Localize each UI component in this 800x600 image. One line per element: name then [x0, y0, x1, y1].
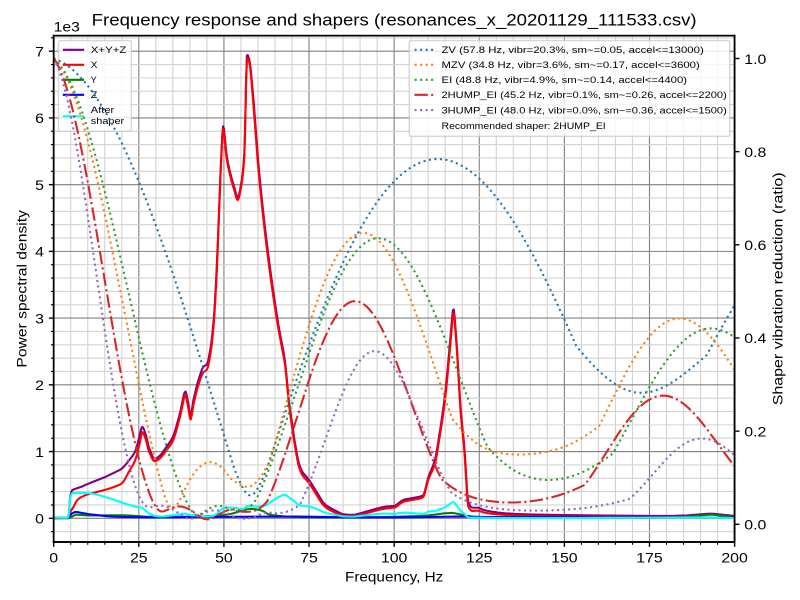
svg-text:150: 150: [551, 549, 578, 565]
svg-text:X: X: [91, 60, 98, 71]
svg-text:175: 175: [636, 549, 663, 565]
svg-text:0.6: 0.6: [744, 237, 766, 253]
svg-text:50: 50: [215, 549, 233, 565]
svg-text:X+Y+Z: X+Y+Z: [91, 45, 127, 56]
svg-text:shaper: shaper: [91, 116, 125, 127]
svg-text:3: 3: [35, 310, 44, 326]
svg-text:Y: Y: [91, 75, 97, 86]
svg-text:6: 6: [35, 110, 44, 126]
svg-text:200: 200: [721, 549, 748, 565]
svg-text:0.2: 0.2: [744, 423, 766, 439]
svg-text:ZV (57.8 Hz, vibr=20.3%, sm~=0: ZV (57.8 Hz, vibr=20.3%, sm~=0.05, accel…: [442, 45, 704, 56]
svg-text:2HUMP_EI (45.2 Hz, vibr=0.1%,: 2HUMP_EI (45.2 Hz, vibr=0.1%, sm~=0.26, …: [442, 90, 727, 101]
svg-text:MZV (34.8 Hz, vibr=3.6%, sm~=0: MZV (34.8 Hz, vibr=3.6%, sm~=0.17, accel…: [442, 60, 700, 71]
svg-text:EI (48.8 Hz, vibr=4.9%, sm~=0.: EI (48.8 Hz, vibr=4.9%, sm~=0.14, accel<…: [442, 75, 688, 86]
svg-text:7: 7: [35, 43, 44, 59]
svg-text:125: 125: [466, 549, 493, 565]
svg-text:75: 75: [300, 549, 318, 565]
svg-text:3HUMP_EI (48.0 Hz, vibr=0.0%,: 3HUMP_EI (48.0 Hz, vibr=0.0%, sm~=0.36, …: [442, 105, 727, 116]
svg-text:2: 2: [35, 377, 44, 393]
svg-text:100: 100: [381, 549, 408, 565]
svg-text:1e3: 1e3: [54, 19, 81, 35]
svg-text:Shaper vibration reduction (ra: Shaper vibration reduction (ratio): [770, 172, 786, 405]
svg-text:25: 25: [130, 549, 148, 565]
svg-text:0: 0: [49, 549, 58, 565]
svg-text:1: 1: [35, 444, 44, 460]
svg-text:Frequency response and shapers: Frequency response and shapers (resonanc…: [92, 11, 697, 30]
svg-text:0.4: 0.4: [744, 330, 766, 346]
svg-text:1.0: 1.0: [744, 51, 766, 67]
svg-text:After: After: [91, 105, 115, 116]
svg-text:5: 5: [35, 177, 44, 193]
svg-text:0.0: 0.0: [744, 517, 766, 533]
svg-text:0.8: 0.8: [744, 144, 766, 160]
svg-text:Recommended shaper: 2HUMP_EI: Recommended shaper: 2HUMP_EI: [442, 121, 606, 132]
svg-text:Frequency, Hz: Frequency, Hz: [345, 568, 443, 584]
svg-text:0: 0: [35, 511, 44, 527]
svg-text:4: 4: [35, 244, 44, 260]
svg-text:Power spectral density: Power spectral density: [14, 210, 30, 368]
